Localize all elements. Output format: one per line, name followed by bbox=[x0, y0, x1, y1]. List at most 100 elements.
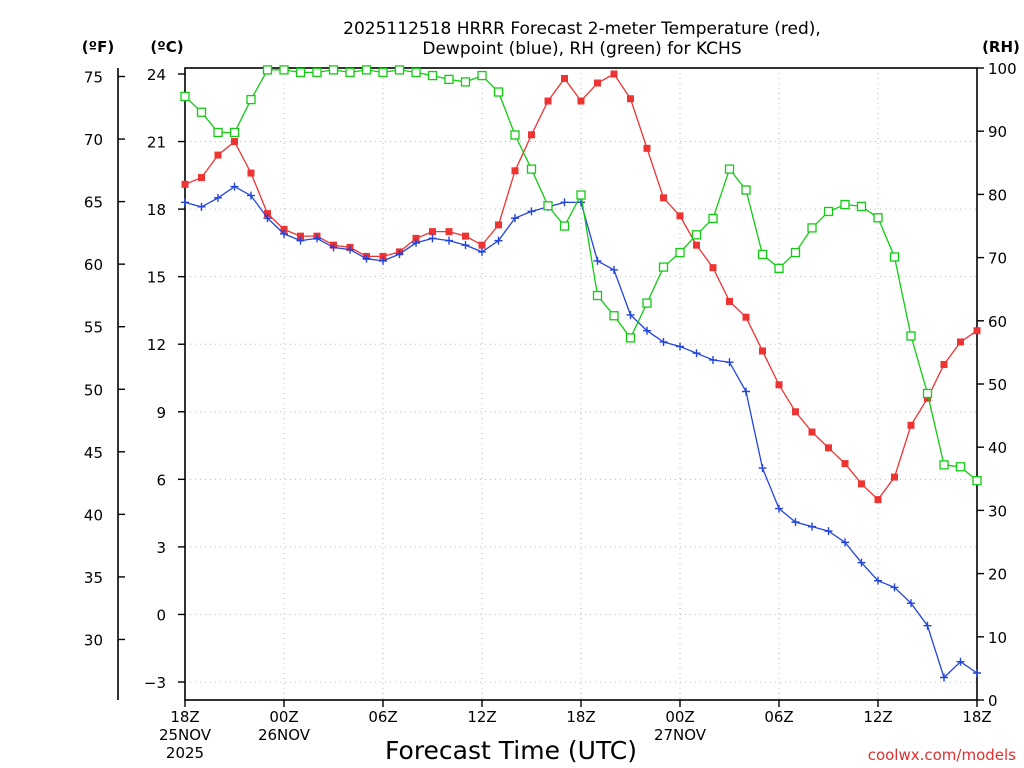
celsius-tick-label: 9 bbox=[156, 404, 166, 422]
temperature-point bbox=[379, 252, 387, 260]
x-tick-label: 06Z bbox=[368, 708, 397, 726]
dewpoint-point bbox=[907, 599, 915, 608]
rh-tick-label: 70 bbox=[988, 250, 1007, 268]
temperature-point bbox=[264, 210, 271, 218]
grid-layer bbox=[185, 68, 977, 700]
x-tick-label: 00Z bbox=[269, 708, 298, 726]
temperature-point bbox=[660, 194, 667, 202]
dewpoint-point bbox=[280, 229, 288, 238]
temperature-point bbox=[874, 496, 882, 504]
rh-point bbox=[477, 70, 487, 81]
temperature-point bbox=[676, 212, 684, 220]
rh-point bbox=[361, 65, 372, 75]
rh-point bbox=[180, 91, 190, 102]
dewpoint-point bbox=[775, 504, 783, 513]
celsius-tick-label: 12 bbox=[147, 336, 166, 354]
rh-point bbox=[840, 199, 850, 210]
plot-frame bbox=[184, 67, 978, 701]
chart-title-line2: Dewpoint (blue), RH (green) for KCHS bbox=[422, 39, 741, 59]
rh-point bbox=[807, 223, 817, 233]
rh-point bbox=[790, 247, 801, 258]
dewpoint-point bbox=[874, 576, 882, 585]
celsius-tick-label: 21 bbox=[147, 134, 166, 152]
dewpoint-point bbox=[263, 214, 272, 223]
series-dewpoint bbox=[181, 182, 981, 682]
x-tick-label: 12Z bbox=[863, 708, 892, 726]
rh-tick-label: 50 bbox=[988, 376, 1007, 394]
dewpoint-point bbox=[247, 191, 255, 200]
dewpoint-point bbox=[445, 236, 453, 245]
celsius-unit-label: (ºC) bbox=[150, 38, 183, 56]
temperature-point bbox=[478, 241, 486, 249]
temperature-point bbox=[693, 241, 700, 249]
dewpoint-point bbox=[494, 236, 503, 245]
dewpoint-point bbox=[808, 522, 816, 531]
dewpoint-point bbox=[478, 247, 486, 256]
temperature-point bbox=[297, 232, 304, 240]
rh-point bbox=[213, 127, 223, 138]
dewpoint-point bbox=[593, 256, 602, 265]
dewpoint-point bbox=[841, 538, 849, 547]
rh-tick-label: 80 bbox=[988, 186, 1007, 204]
x-tick-label: 00Z bbox=[665, 708, 694, 726]
dewpoint-point bbox=[973, 668, 981, 677]
rh-tick-label: 20 bbox=[988, 566, 1007, 584]
celsius-tick-label: 24 bbox=[147, 66, 166, 84]
x-tick-label: 18Z bbox=[170, 708, 199, 726]
rh-point bbox=[411, 67, 421, 78]
dewpoint-point bbox=[824, 527, 833, 536]
fahrenheit-tick-label: 30 bbox=[84, 631, 103, 649]
rh-point bbox=[609, 311, 619, 321]
temperature-point bbox=[940, 360, 948, 368]
temperature-point bbox=[891, 473, 898, 481]
rh-point bbox=[625, 333, 636, 343]
rh-point bbox=[444, 74, 454, 85]
celsius-tick-label: 15 bbox=[147, 269, 166, 287]
dewpoint-point bbox=[857, 558, 866, 567]
dewpoint-point bbox=[230, 182, 239, 191]
temperature-point bbox=[511, 167, 519, 175]
dewpoint-point bbox=[758, 464, 767, 473]
dewpoint-point bbox=[379, 256, 387, 265]
rh-point bbox=[196, 107, 207, 117]
dewpoint-point bbox=[197, 202, 206, 211]
temperature-point bbox=[495, 221, 502, 229]
rh-unit-label: (RH) bbox=[982, 38, 1020, 56]
dewpoint-point bbox=[346, 245, 354, 254]
temperature-point bbox=[412, 234, 420, 242]
chart-title-line1: 2025112518 HRRR Forecast 2-meter Tempera… bbox=[343, 19, 821, 39]
x-tick-label: 18Z bbox=[962, 708, 991, 726]
rh-point bbox=[576, 190, 586, 200]
rh-point bbox=[493, 87, 504, 97]
temperature-point bbox=[214, 151, 222, 159]
series-line-rh bbox=[184, 69, 978, 482]
dewpoint-point bbox=[956, 657, 965, 666]
dewpoint-point bbox=[742, 387, 750, 396]
temperature-point bbox=[577, 97, 585, 105]
fahrenheit-tick-label: 50 bbox=[84, 381, 103, 399]
rh-point bbox=[691, 230, 702, 240]
dewpoint-point bbox=[181, 198, 189, 207]
temperature-point bbox=[280, 225, 288, 233]
temperature-point bbox=[759, 347, 766, 355]
dewpoint-point bbox=[692, 349, 701, 358]
rh-point bbox=[460, 77, 471, 87]
dewpoint-point bbox=[791, 518, 800, 527]
rh-point bbox=[295, 67, 306, 78]
dewpoint-point bbox=[610, 265, 618, 274]
temperature-point bbox=[610, 70, 618, 78]
celsius-tick-label: −3 bbox=[144, 674, 166, 692]
dewpoint-point bbox=[725, 358, 734, 367]
temperature-point bbox=[726, 297, 733, 305]
dewpoint-point bbox=[527, 207, 536, 216]
series-line-temperature bbox=[184, 73, 978, 501]
dewpoint-point bbox=[329, 243, 338, 252]
fahrenheit-tick-label: 75 bbox=[84, 69, 103, 87]
x-tick-label: 27NOV bbox=[654, 726, 707, 744]
temperature-point bbox=[643, 144, 651, 152]
dewpoint-point bbox=[709, 355, 717, 364]
rh-point bbox=[939, 460, 949, 470]
rh-point bbox=[345, 67, 355, 78]
rh-point bbox=[757, 249, 768, 260]
temperature-point bbox=[858, 480, 865, 488]
